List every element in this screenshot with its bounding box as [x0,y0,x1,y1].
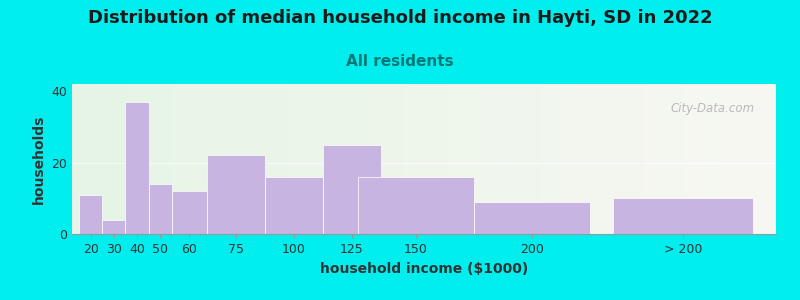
Bar [614,198,753,234]
Bar [265,177,323,234]
Bar [474,202,590,234]
Bar [323,145,381,234]
Bar [79,195,102,234]
Bar [172,191,206,234]
Bar [126,102,149,234]
Text: City-Data.com: City-Data.com [670,102,755,115]
Text: Distribution of median household income in Hayti, SD in 2022: Distribution of median household income … [88,9,712,27]
X-axis label: household income ($1000): household income ($1000) [320,262,528,276]
Bar [102,220,126,234]
Bar [149,184,172,234]
Bar [206,155,265,234]
Y-axis label: households: households [32,114,46,204]
Text: All residents: All residents [346,54,454,69]
Bar [358,177,474,234]
